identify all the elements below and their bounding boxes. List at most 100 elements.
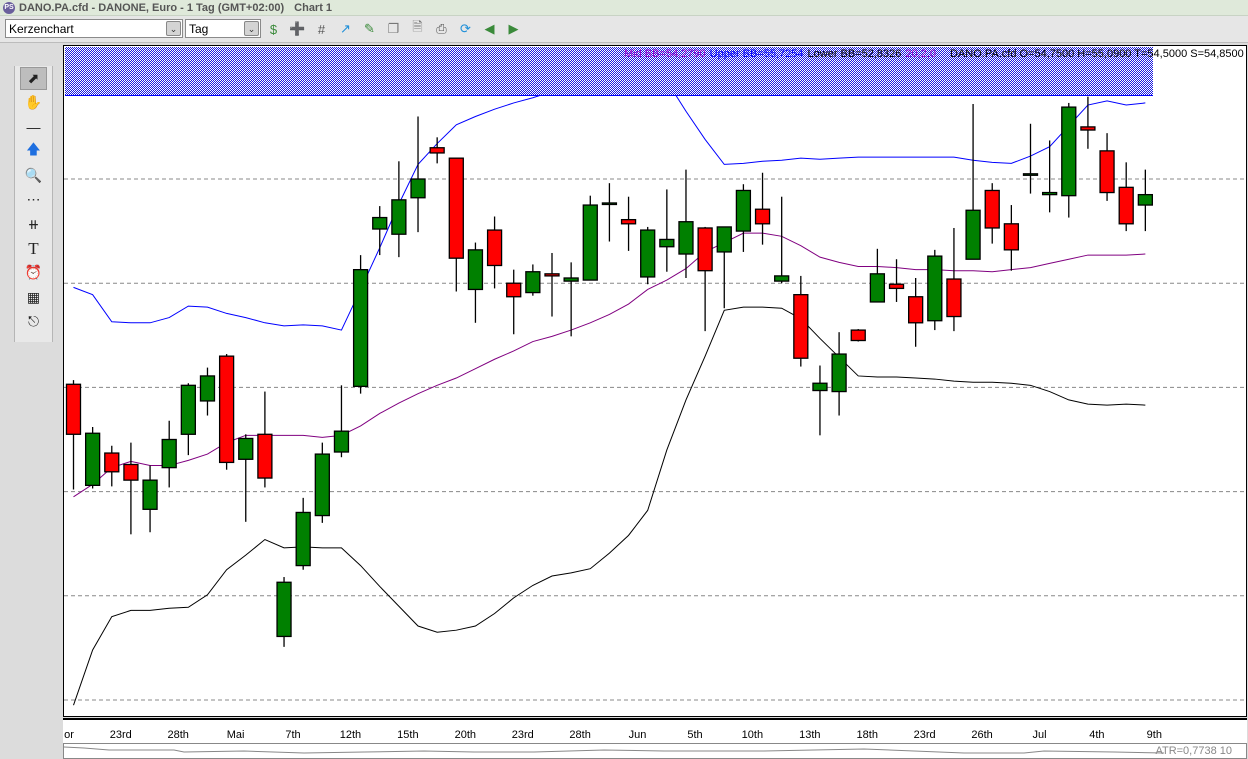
candle-body — [180, 384, 196, 435]
candle-body — [678, 221, 694, 255]
x-tick-label: 28th — [569, 729, 591, 741]
x-tick-label: 18th — [856, 729, 878, 741]
candle-body — [735, 189, 752, 232]
atr-pane: ATR=0,7738 10 — [63, 743, 1247, 759]
candle-body — [831, 353, 847, 393]
candle-body — [352, 269, 369, 388]
candle-body — [774, 275, 790, 282]
candle-body — [525, 271, 541, 294]
chevron-down-icon[interactable]: ⌄ — [166, 21, 181, 36]
app-logo-icon: PS — [3, 1, 15, 14]
text-icon[interactable]: T — [28, 238, 39, 258]
add-instrument-icon[interactable]: ➕ — [289, 21, 306, 36]
candle-body — [984, 189, 1000, 229]
drawing-toolbar: ⬈ ✋ — 🡅 🔍 ⋯ ⧺ T ⏰ ▦ ⎋ — [14, 66, 53, 342]
candle-body — [1022, 173, 1039, 176]
candle-body — [754, 208, 771, 225]
line-icon[interactable]: — — [26, 119, 41, 136]
x-tick-label: 9th — [1146, 729, 1162, 741]
calculator-icon[interactable]: ▦ — [26, 288, 41, 305]
x-tick-label: 5th — [687, 729, 703, 741]
arrow-icon[interactable]: 🡅 — [26, 141, 41, 158]
cursor-icon[interactable]: ⬈ — [20, 67, 47, 90]
legend-ohlc: DANO.PA.cfd O=54,7500 H=55,0900 T=54,500… — [950, 48, 1244, 60]
refresh-icon[interactable]: ⟳ — [460, 21, 471, 36]
candle-body — [697, 227, 713, 272]
hand-icon[interactable]: ✋ — [24, 94, 43, 111]
atr-line — [64, 746, 1165, 754]
candle-body — [888, 283, 905, 290]
candle-body — [84, 432, 101, 486]
legend-upper-bb: Upper BB=55,7254 — [709, 48, 804, 60]
candle-body — [238, 437, 254, 460]
candle-body — [582, 204, 598, 281]
candle-body — [218, 355, 235, 464]
candle-body — [1118, 186, 1134, 225]
window-icon[interactable]: ❐ — [387, 21, 400, 36]
new-order-icon[interactable]: $ — [269, 21, 278, 37]
candle-body — [1061, 106, 1077, 197]
alarm-icon[interactable]: ⏰ — [24, 264, 43, 281]
x-tick-label: 20th — [454, 729, 477, 741]
candle-body — [123, 463, 139, 481]
print-icon[interactable]: ⎙ — [436, 21, 447, 36]
candle-body — [812, 382, 828, 392]
x-tick-label: 23rd — [109, 729, 132, 741]
document-icon[interactable]: 🗎 — [412, 19, 423, 34]
candle-body — [601, 202, 618, 206]
x-tick-label: 15th — [397, 729, 419, 741]
candle-body — [506, 282, 522, 298]
candle-body — [1041, 191, 1058, 196]
lower-band-line — [73, 306, 1146, 706]
candle-body — [850, 329, 866, 342]
legend-lower-bb: Lower BB=52,8326 — [807, 48, 902, 60]
candle-body — [927, 255, 943, 322]
title-bar: PS DANO.PA.cfd - DANONE, Euro - 1 Tag (G… — [0, 0, 1248, 16]
chart-name: Chart 1 — [294, 1, 333, 14]
candle-body — [391, 199, 407, 235]
candle-body — [869, 273, 886, 303]
candle-body — [429, 147, 445, 154]
candle-body — [467, 249, 484, 291]
candle-body — [104, 452, 120, 473]
x-tick-label: 7th — [285, 729, 301, 741]
chart-type-select[interactable]: Kerzenchart ⌄ — [5, 19, 183, 38]
fan-icon[interactable]: ⧺ — [27, 215, 40, 232]
export-icon[interactable]: ⎋ — [27, 312, 40, 329]
candle-body — [659, 238, 675, 248]
price-chart[interactable]: Mid BB=54,2790 Upper BB=55,7254 Lower BB… — [63, 45, 1247, 717]
legend-params: 20,2,0 — [905, 48, 937, 60]
candle-body — [142, 479, 158, 510]
indicator-icon[interactable]: ↗ — [340, 21, 351, 36]
back-icon[interactable]: ◀ — [484, 21, 495, 36]
chart-type-value: Kerzenchart — [9, 22, 74, 36]
x-tick-label: 23rd — [511, 729, 534, 741]
x-tick-label: Mai — [226, 729, 245, 741]
period-select[interactable]: Tag ⌄ — [185, 19, 261, 38]
x-tick-label: 26th — [971, 729, 993, 741]
gridlines-icon[interactable]: ⋯ — [26, 191, 41, 208]
zoom-icon[interactable]: 🔍 — [24, 167, 43, 184]
x-tick-label: 13th — [799, 729, 821, 741]
candle-body — [640, 229, 656, 278]
candle-body — [314, 453, 330, 517]
candle-body — [544, 273, 560, 277]
candle-body — [620, 218, 637, 225]
candle-body — [486, 229, 503, 267]
x-axis: or 23rd 28th Mai 7th 12th 15th 20th 23rd 28th Jun 5… — [63, 718, 1247, 743]
legend-highlight — [65, 47, 1153, 96]
edit-chart-icon[interactable]: ✎ — [364, 21, 375, 36]
candle-body — [199, 375, 216, 402]
chevron-down-icon[interactable]: ⌄ — [244, 21, 259, 36]
candle-body — [1003, 223, 1020, 251]
forward-icon[interactable]: ▶ — [508, 21, 519, 36]
legend-mid-bb: Mid BB=54,2790 — [624, 48, 706, 60]
x-tick-label: Jun — [628, 729, 647, 741]
candle-body — [276, 581, 292, 638]
x-tick-label: Jul — [1032, 729, 1047, 741]
grid-icon[interactable]: # — [317, 21, 326, 37]
chart-legend: Mid BB=54,2790 Upper BB=55,7254 Lower BB… — [624, 48, 1244, 60]
candle-body — [65, 383, 82, 435]
candle-body — [1080, 126, 1096, 131]
chart-canvas — [64, 60, 1246, 706]
